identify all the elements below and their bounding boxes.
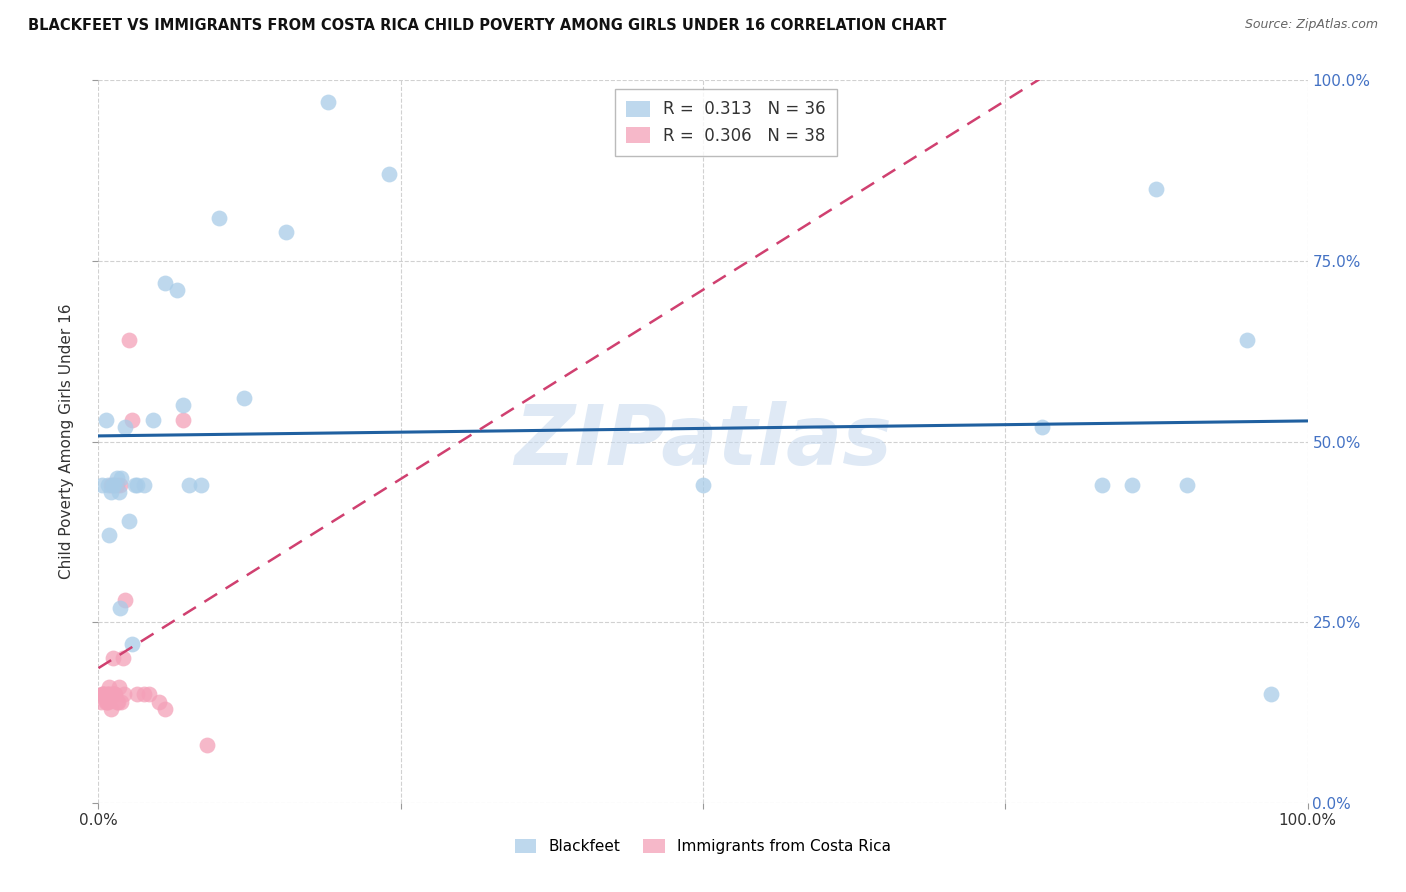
Point <box>108 680 131 694</box>
Point <box>134 478 156 492</box>
Point <box>166 283 188 297</box>
Point <box>105 695 128 709</box>
Point <box>134 687 156 701</box>
Point <box>107 695 129 709</box>
Point <box>96 687 118 701</box>
Point <box>114 593 136 607</box>
Point <box>104 687 127 701</box>
Point <box>195 738 218 752</box>
Point <box>91 687 114 701</box>
Point <box>172 398 194 412</box>
Point <box>96 695 118 709</box>
Point <box>90 695 112 709</box>
Point <box>97 478 120 492</box>
Point <box>114 420 136 434</box>
Point <box>98 528 121 542</box>
Point <box>101 478 124 492</box>
Point <box>1121 478 1143 492</box>
Point <box>110 470 132 484</box>
Point <box>153 276 176 290</box>
Point <box>91 478 114 492</box>
Text: Source: ZipAtlas.com: Source: ZipAtlas.com <box>1244 18 1378 31</box>
Legend: Blackfeet, Immigrants from Costa Rica: Blackfeet, Immigrants from Costa Rica <box>509 832 897 860</box>
Point <box>153 702 176 716</box>
Point <box>377 167 399 181</box>
Point <box>692 478 714 492</box>
Point <box>148 695 170 709</box>
Point <box>1175 478 1198 492</box>
Point <box>101 651 124 665</box>
Point <box>103 687 125 701</box>
Point <box>142 413 165 427</box>
Point <box>110 695 132 709</box>
Point <box>111 651 134 665</box>
Point <box>1236 334 1258 348</box>
Point <box>121 413 143 427</box>
Point <box>94 413 117 427</box>
Point <box>127 478 149 492</box>
Point <box>121 637 143 651</box>
Point <box>97 687 120 701</box>
Point <box>1031 420 1053 434</box>
Point <box>127 687 149 701</box>
Point <box>274 225 297 239</box>
Point <box>101 687 124 701</box>
Point <box>91 687 114 701</box>
Point <box>108 600 131 615</box>
Point <box>138 687 160 701</box>
Point <box>108 485 131 500</box>
Point <box>91 687 114 701</box>
Point <box>103 478 125 492</box>
Point <box>100 687 122 701</box>
Point <box>112 687 135 701</box>
Point <box>94 695 117 709</box>
Point <box>97 695 120 709</box>
Point <box>118 334 141 348</box>
Point <box>1091 478 1114 492</box>
Point <box>1146 182 1168 196</box>
Point <box>98 687 121 701</box>
Text: BLACKFEET VS IMMIGRANTS FROM COSTA RICA CHILD POVERTY AMONG GIRLS UNDER 16 CORRE: BLACKFEET VS IMMIGRANTS FROM COSTA RICA … <box>28 18 946 33</box>
Text: ZIPatlas: ZIPatlas <box>515 401 891 482</box>
Point <box>232 391 254 405</box>
Point <box>190 478 212 492</box>
Point <box>103 687 125 701</box>
Point <box>105 470 128 484</box>
Point <box>124 478 146 492</box>
Point <box>118 514 141 528</box>
Y-axis label: Child Poverty Among Girls Under 16: Child Poverty Among Girls Under 16 <box>59 304 75 579</box>
Point <box>316 95 339 109</box>
Point <box>1260 687 1282 701</box>
Point <box>93 687 115 701</box>
Point <box>100 702 122 716</box>
Point <box>208 211 231 225</box>
Point <box>100 485 122 500</box>
Point <box>108 478 131 492</box>
Point <box>179 478 201 492</box>
Point <box>98 680 121 694</box>
Point <box>172 413 194 427</box>
Point <box>100 478 122 492</box>
Point <box>105 478 128 492</box>
